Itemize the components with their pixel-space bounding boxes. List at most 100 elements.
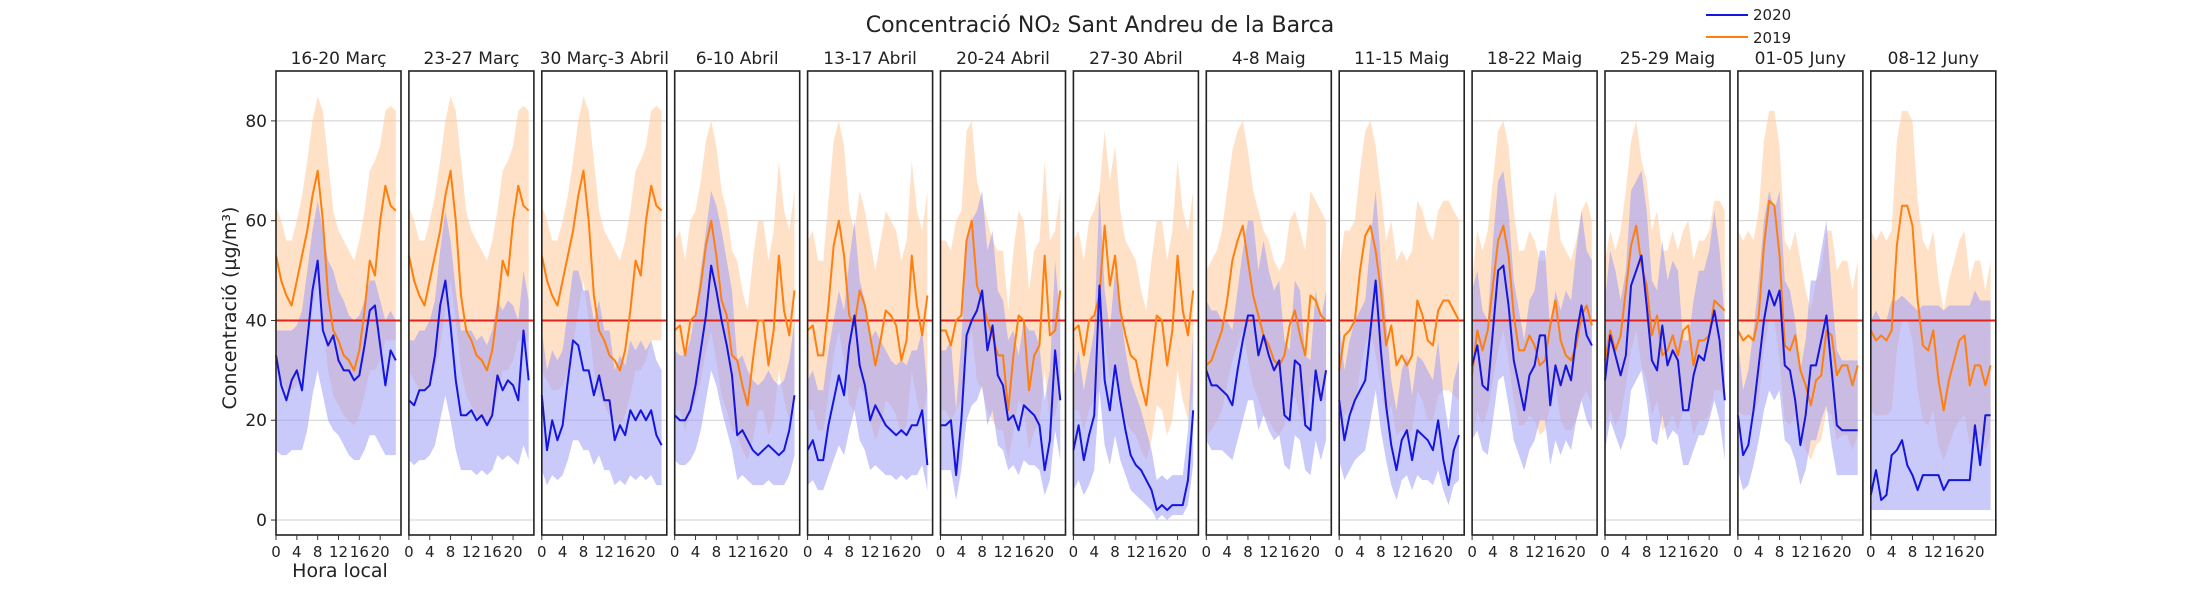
x-tick-label: 0 [271, 543, 281, 561]
band-2019 [1339, 120, 1459, 441]
x-tick-label: 8 [1509, 543, 1519, 561]
x-tick-label: 16 [1679, 543, 1698, 561]
panel-title: 16-20 Març [291, 49, 387, 69]
x-tick-label: 12 [595, 543, 614, 561]
series-2020 [540, 339, 663, 452]
x-tick-label: 12 [1924, 543, 1943, 561]
x-tick-label: 8 [977, 543, 987, 561]
x-tick-label: 0 [936, 543, 946, 561]
band-2020 [276, 200, 396, 461]
x-tick-label: 16 [1812, 543, 1831, 561]
series-2020 [1471, 264, 1593, 412]
band-2019 [674, 120, 795, 461]
y-tick-label: 60 [245, 212, 267, 232]
x-tick-label: 16 [350, 543, 369, 561]
x-tick-label: 12 [993, 543, 1012, 561]
chart-title: Concentració NO₂ Sant Andreu de la Barca [866, 13, 1335, 38]
x-tick-label: 16 [1147, 543, 1166, 561]
x-tick-label: 16 [1413, 543, 1432, 561]
series-2020 [1072, 284, 1195, 512]
x-tick-label: 20 [902, 543, 921, 561]
x-tick-label: 0 [1202, 543, 1212, 561]
x-tick-label: 20 [1168, 543, 1187, 561]
series-2020 [1604, 254, 1726, 412]
x-tick-label: 8 [844, 543, 854, 561]
x-tick-label: 8 [712, 543, 722, 561]
series-2020 [806, 314, 929, 466]
x-tick-label: 8 [313, 543, 323, 561]
panel-7: 4-8 Maig 0 4 8 12 16 20 [1202, 49, 1333, 561]
panel-5: 20-24 Abril 0 4 8 12 16 20 [936, 49, 1067, 561]
series-2019 [806, 219, 929, 367]
panel-9: 18-22 Maig 0 4 8 12 16 20 [1467, 49, 1598, 561]
panel-4: 13-17 Abril 0 4 8 12 16 20 [803, 49, 934, 561]
y-tick-label: 0 [256, 511, 267, 531]
x-tick-label: 4 [1089, 543, 1099, 561]
panel-title: 08-12 Juny [1888, 49, 1979, 69]
x-tick-label: 0 [1069, 543, 1079, 561]
panel-6: 27-30 Abril 0 4 8 12 16 20 [1069, 49, 1200, 561]
x-tick-label: 0 [537, 543, 547, 561]
x-axis-label: Hora local [292, 560, 388, 582]
x-tick-label: 8 [1908, 543, 1918, 561]
x-tick-label: 4 [292, 543, 302, 561]
x-tick-label: 4 [1488, 543, 1498, 561]
x-tick-label: 16 [616, 543, 635, 561]
x-tick-label: 0 [404, 543, 414, 561]
x-tick-label: 4 [1621, 543, 1631, 561]
x-tick-label: 12 [462, 543, 481, 561]
y-tick-label: 40 [245, 311, 267, 331]
x-tick-label: 20 [1965, 543, 1984, 561]
band-2020 [1737, 190, 1858, 491]
legend-label-2020: 2020 [1753, 6, 1791, 24]
panel-title: 4-8 Maig [1232, 49, 1306, 69]
panel-10: 25-29 Maig 0 4 8 12 16 20 [1600, 49, 1731, 561]
series-2020 [1736, 289, 1858, 457]
series-2019 [407, 169, 530, 372]
series-2020 [1869, 414, 1991, 502]
x-tick-label: 8 [1243, 543, 1253, 561]
x-tick-label: 8 [579, 543, 589, 561]
series-2020 [674, 264, 796, 457]
series-2019 [1471, 224, 1593, 376]
x-tick-label: 12 [1392, 543, 1411, 561]
x-tick-label: 8 [1376, 543, 1386, 561]
x-tick-label: 16 [1546, 543, 1565, 561]
legend: 2020 2019 [1706, 6, 1791, 47]
x-tick-label: 4 [1887, 543, 1897, 561]
band-2019 [1073, 130, 1194, 461]
band-2020 [674, 190, 795, 486]
panel-title: 01-05 Juny [1755, 49, 1846, 69]
series-2019 [540, 169, 663, 372]
x-tick-label: 12 [1126, 543, 1145, 561]
band-2019 [807, 120, 928, 441]
panel-title: 6-10 Abril [696, 49, 779, 69]
x-tick-label: 20 [504, 543, 523, 561]
panel-title: 25-29 Maig [1620, 49, 1715, 69]
band-2020 [1870, 290, 1991, 511]
series-2020 [408, 279, 530, 427]
x-tick-label: 20 [1567, 543, 1586, 561]
series-2020 [1338, 279, 1460, 487]
x-tick-label: 16 [881, 543, 900, 561]
panel-11: 01-05 Juny 0 4 8 12 16 20 [1733, 49, 1864, 561]
band-2020 [1605, 170, 1725, 466]
series-2020 [940, 289, 1062, 477]
x-tick-label: 20 [1301, 543, 1320, 561]
panel-title: 11-15 Maig [1354, 49, 1449, 69]
band-2020 [807, 220, 928, 491]
series-2019 [1205, 224, 1327, 367]
x-tick-label: 4 [1754, 543, 1764, 561]
x-tick-label: 8 [446, 543, 456, 561]
panel-title: 13-17 Abril [823, 49, 917, 69]
series-2019 [1869, 204, 1992, 412]
x-tick-label: 12 [329, 543, 348, 561]
x-tick-label: 20 [636, 543, 655, 561]
y-tick-label: 20 [245, 411, 267, 431]
panel-0: 16-20 Març 0 4 8 12 16 20 [271, 49, 402, 561]
x-tick-label: 20 [1035, 543, 1054, 561]
x-tick-label: 12 [1525, 543, 1544, 561]
x-tick-label: 4 [957, 543, 967, 561]
x-tick-label: 4 [824, 543, 834, 561]
